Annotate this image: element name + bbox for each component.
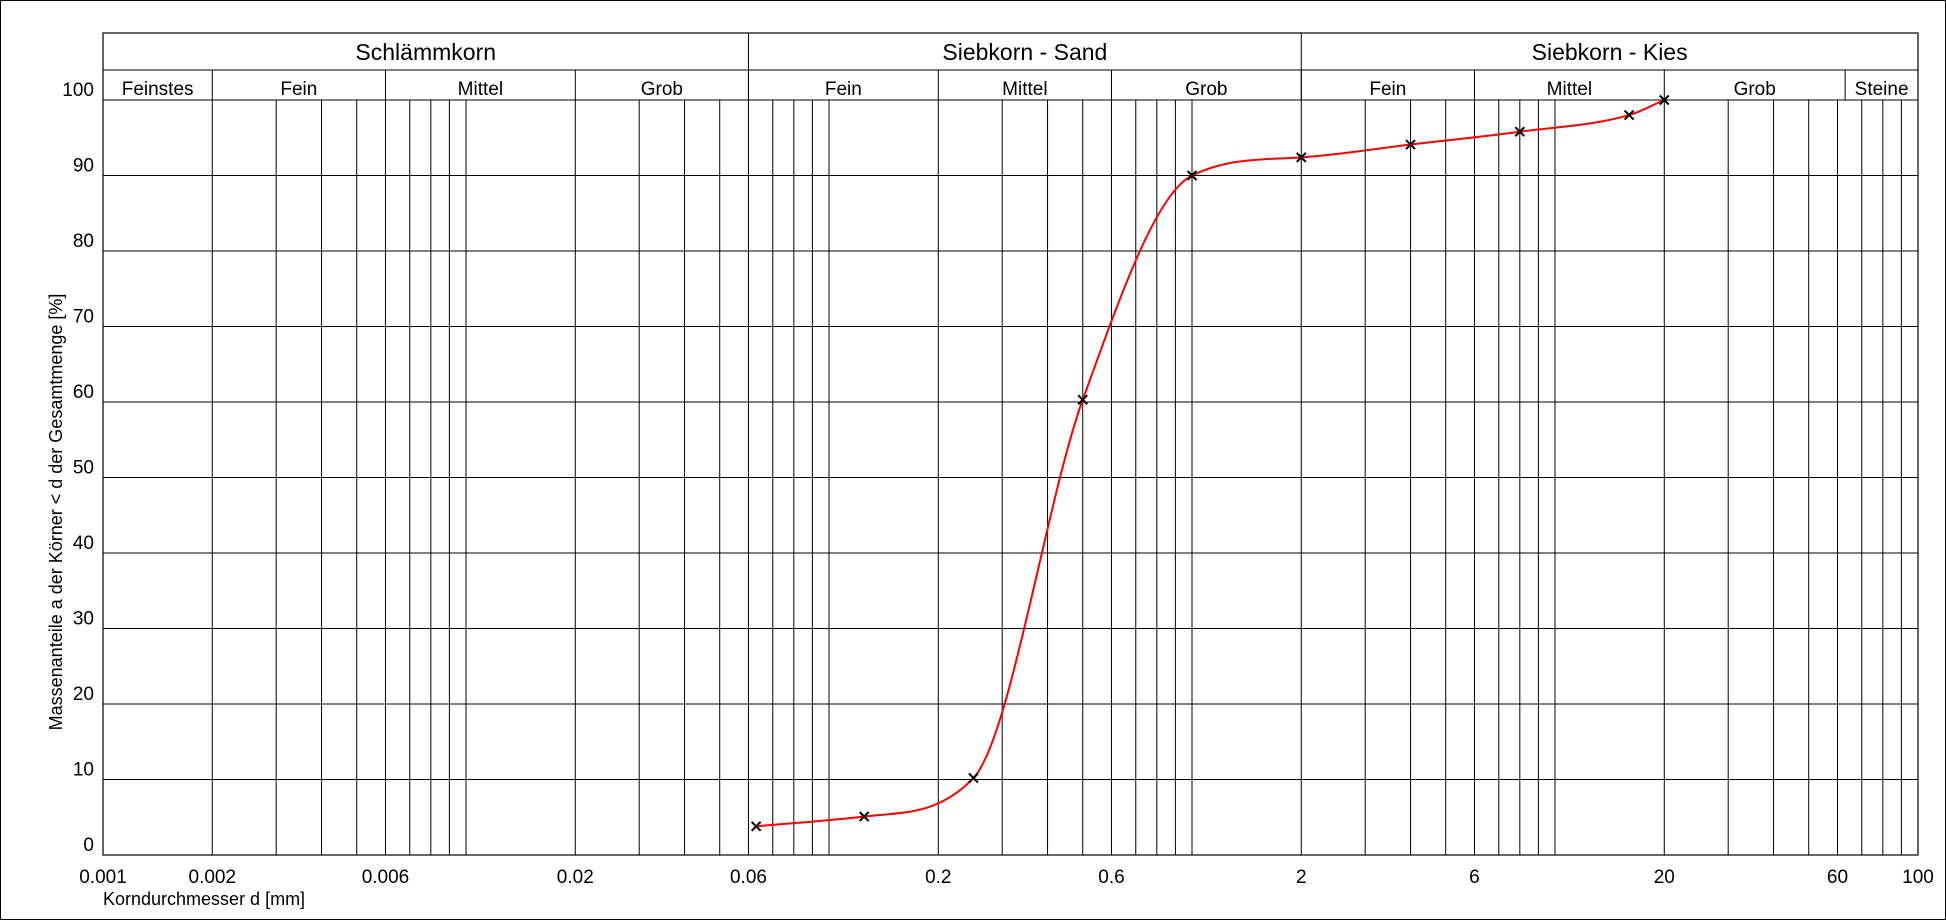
fraction-subgroup-label: Feinstes: [122, 79, 194, 100]
y-tick-label: 40: [73, 533, 94, 554]
x-tick-label: 0.6: [1098, 867, 1124, 888]
data-point-marker: [1623, 109, 1635, 121]
series-line: [756, 99, 1665, 828]
marker-stroke: [1514, 126, 1526, 137]
data-point-marker: [858, 811, 870, 822]
fraction-subgroup-label: Mittel: [1002, 79, 1047, 100]
data-point-marker: [1186, 170, 1198, 181]
y-tick-label: 70: [73, 307, 94, 328]
fraction-subgroup-label: Steine: [1855, 79, 1909, 100]
y-axis-ticks: 0 10 20 30 40 50 60 70 80 90 100: [62, 80, 94, 856]
fraction-subgroup-label: Grob: [1185, 79, 1227, 100]
y-tick-label: 20: [73, 684, 94, 705]
data-point-marker: [1659, 94, 1670, 106]
y-tick-label: 80: [73, 231, 94, 252]
x-tick-label: 0.006: [362, 867, 410, 888]
x-tick-label: 2: [1296, 867, 1307, 888]
marker-stroke: [858, 811, 870, 822]
marker-stroke: [1623, 109, 1635, 121]
series-layer: [750, 94, 1670, 832]
x-axis-ticks: 0.001 0.002 0.006 0.02 0.06 0.2 0.6 2 6 20 60 100: [79, 867, 1934, 888]
x-tick-label: 0.02: [557, 867, 594, 888]
grid: [102, 99, 1918, 856]
marker-stroke: [1405, 139, 1416, 150]
data-point-marker: [1077, 394, 1088, 405]
y-tick-label: 50: [73, 458, 94, 479]
x-tick-label: 0.2: [925, 867, 951, 888]
x-tick-label: 0.002: [189, 867, 237, 888]
fraction-group-label: Schlämmkorn: [355, 39, 496, 65]
x-tick-label: 0.001: [79, 867, 127, 888]
fraction-subgroup-label: Grob: [641, 79, 683, 100]
fraction-subgroup-label: Fein: [280, 79, 317, 100]
fraction-header: Schlämmkorn Siebkorn - Sand Siebkorn - Kie…: [102, 32, 1919, 856]
fraction-subgroup-label: Mittel: [458, 79, 503, 100]
fraction-subgroup-label: Grob: [1734, 79, 1776, 100]
data-point-marker: [968, 772, 979, 784]
marker-stroke: [1186, 170, 1198, 181]
x-tick-label: 60: [1827, 867, 1848, 888]
data-point-marker: [1296, 152, 1307, 163]
fraction-group-label: Siebkorn - Kies: [1532, 39, 1688, 65]
x-tick-label: 6: [1469, 867, 1480, 888]
y-tick-label: 30: [73, 609, 94, 630]
data-point-marker: [1405, 139, 1416, 150]
y-tick-label: 60: [73, 382, 94, 403]
x-tick-label: 100: [1902, 867, 1934, 888]
fraction-subgroup-label: Mittel: [1547, 79, 1592, 100]
y-tick-label: 10: [73, 760, 94, 781]
marker-stroke: [750, 821, 762, 832]
marker-stroke: [1659, 94, 1670, 106]
x-tick-label: 0.06: [730, 867, 767, 888]
marker-stroke: [1077, 394, 1088, 405]
fraction-group-label: Siebkorn - Sand: [942, 39, 1107, 65]
x-axis-label: Korndurchmesser d [mm]: [103, 889, 305, 909]
marker-stroke: [968, 772, 979, 784]
y-tick-label: 100: [62, 80, 94, 101]
y-tick-label: 0: [83, 835, 94, 856]
data-point-marker: [750, 821, 762, 832]
marker-stroke: [1296, 152, 1307, 163]
data-point-marker: [1514, 126, 1526, 137]
y-axis-label: Massenanteile a der Körner < d der Gesam…: [46, 294, 66, 731]
y-tick-label: 90: [73, 156, 94, 177]
x-tick-label: 20: [1654, 867, 1675, 888]
fraction-subgroup-label: Fein: [825, 79, 862, 100]
plot-frame: [102, 32, 1919, 856]
fraction-subgroup-label: Fein: [1369, 79, 1406, 100]
